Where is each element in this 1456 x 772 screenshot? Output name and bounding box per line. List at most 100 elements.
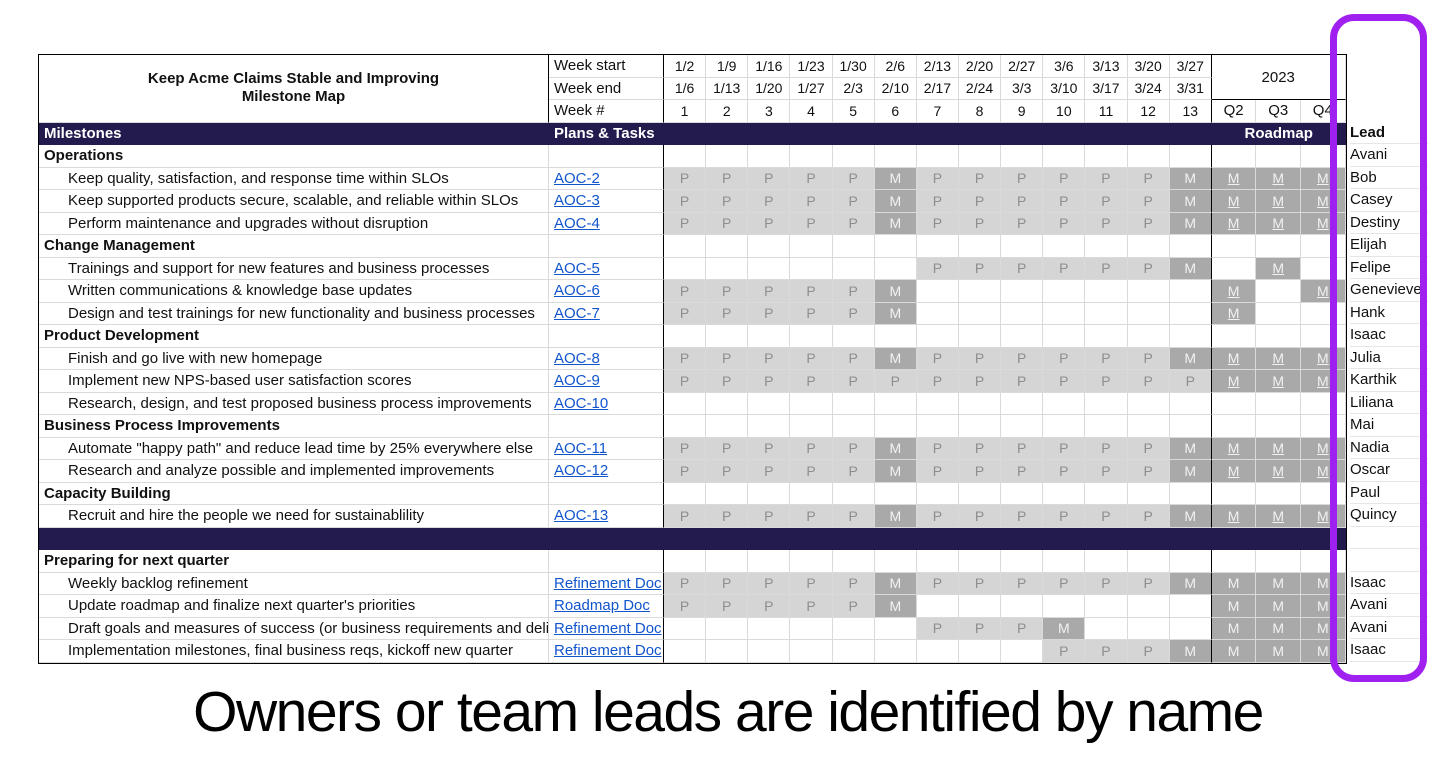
week-cell: P <box>958 460 1002 483</box>
lead-column-highlight <box>1330 14 1427 682</box>
week-cell <box>748 392 791 415</box>
week-start-cell: 2/13 <box>916 55 959 78</box>
quarter-cell <box>1211 482 1257 505</box>
quarter-milestone-link[interactable]: M <box>1256 505 1302 528</box>
plan-link[interactable]: AOC-13 <box>549 505 664 528</box>
quarter-milestone-link[interactable]: M <box>1211 370 1257 393</box>
plans-tasks-column-header: Plans & Tasks <box>549 122 664 145</box>
quarter-cell <box>1301 392 1346 415</box>
quarter-cell <box>1211 235 1257 258</box>
quarter-milestone-link[interactable]: M <box>1211 437 1257 460</box>
plan-link[interactable]: AOC-5 <box>549 257 664 280</box>
week-cell <box>664 235 707 258</box>
week-cell <box>1127 595 1170 618</box>
week-cell <box>874 257 917 280</box>
lead-cell: Casey <box>1350 189 1428 212</box>
plan-link[interactable]: Refinement Doc <box>549 572 664 595</box>
week-cell: P <box>1127 212 1170 235</box>
week-end-cell: 1/27 <box>790 77 833 100</box>
week-cell <box>1085 550 1128 573</box>
week-cell: P <box>706 572 749 595</box>
week-cell: M <box>1169 505 1212 528</box>
week-cell <box>916 482 959 505</box>
plan-link[interactable]: AOC-2 <box>549 167 664 190</box>
milestone-label: Research and analyze possible and implem… <box>39 460 549 483</box>
week-cell <box>706 235 749 258</box>
week-cell: P <box>958 190 1002 213</box>
plan-link[interactable]: Refinement Doc <box>549 617 664 640</box>
week-cell: P <box>790 595 833 618</box>
quarter-milestone-link[interactable]: M <box>1256 370 1302 393</box>
week-end-cell: 2/17 <box>916 77 959 100</box>
week-end-cell: 2/10 <box>874 77 917 100</box>
week-cell <box>706 617 749 640</box>
week-cell: P <box>958 257 1002 280</box>
plan-link[interactable]: AOC-9 <box>549 370 664 393</box>
week-cell <box>1001 550 1044 573</box>
quarter-milestone-link[interactable]: M <box>1211 280 1257 303</box>
week-cell <box>664 550 707 573</box>
plan-link[interactable]: AOC-12 <box>549 460 664 483</box>
week-cell: P <box>916 167 959 190</box>
quarter-milestone-link[interactable]: M <box>1211 460 1257 483</box>
quarter-milestone-link[interactable]: M <box>1256 437 1302 460</box>
plan-link[interactable]: AOC-6 <box>549 280 664 303</box>
table-title: Keep Acme Claims Stable and Improving Mi… <box>39 55 549 123</box>
week-start-cell: 2/20 <box>958 55 1002 78</box>
plan-link[interactable]: AOC-7 <box>549 302 664 325</box>
divider-row <box>39 527 1346 550</box>
quarter-milestone-link[interactable]: M <box>1256 257 1302 280</box>
week-cell <box>1169 392 1212 415</box>
milestone-label: Keep supported products secure, scalable… <box>39 190 549 213</box>
quarter-milestone-link[interactable]: M <box>1256 212 1302 235</box>
quarter-milestone-link[interactable]: M <box>1211 167 1257 190</box>
milestone-label: Recruit and hire the people we need for … <box>39 505 549 528</box>
quarter-milestone-link[interactable]: M <box>1256 347 1302 370</box>
section-row-label: Business Process Improvements <box>39 415 549 438</box>
week-cell <box>832 640 875 663</box>
quarter-milestone-link[interactable]: M <box>1211 347 1257 370</box>
week-cell <box>1085 482 1128 505</box>
week-cell: P <box>958 617 1002 640</box>
week-start-cell: 2/27 <box>1001 55 1044 78</box>
week-cell: P <box>706 280 749 303</box>
week-cell <box>832 145 875 168</box>
quarter-milestone-link[interactable]: M <box>1211 212 1257 235</box>
plan-link[interactable]: Roadmap Doc <box>549 595 664 618</box>
plan-link[interactable]: AOC-11 <box>549 437 664 460</box>
week-start-cell: 1/30 <box>832 55 875 78</box>
week-cell: P <box>832 572 875 595</box>
quarter-milestone-link[interactable]: M <box>1256 460 1302 483</box>
quarter-milestone-link[interactable]: M <box>1211 190 1257 213</box>
week-end-cell: 3/10 <box>1043 77 1086 100</box>
week-cell <box>832 235 875 258</box>
week-cell: P <box>706 505 749 528</box>
week-cell: P <box>748 572 791 595</box>
week-cell: M <box>874 212 917 235</box>
week-cell <box>874 415 917 438</box>
week-cell <box>748 640 791 663</box>
week-cell <box>1169 235 1212 258</box>
lead-cell: Quincy <box>1350 504 1428 527</box>
quarter-milestone-link[interactable]: M <box>1211 505 1257 528</box>
plan-link[interactable]: AOC-8 <box>549 347 664 370</box>
plan-link[interactable]: AOC-4 <box>549 212 664 235</box>
section-row-label: Capacity Building <box>39 482 549 505</box>
quarter-milestone-link[interactable]: M <box>1256 167 1302 190</box>
plan-link[interactable]: Refinement Doc <box>549 640 664 663</box>
week-cell: P <box>1001 370 1044 393</box>
quarter-milestone-link[interactable]: M <box>1211 302 1257 325</box>
plan-link[interactable]: AOC-10 <box>549 392 664 415</box>
section-row-label: Product Development <box>39 325 549 348</box>
week-cell: M <box>1169 190 1212 213</box>
week-cell <box>748 145 791 168</box>
plan-link[interactable]: AOC-3 <box>549 190 664 213</box>
week-cell: P <box>874 370 917 393</box>
week-cell: M <box>1169 460 1212 483</box>
quarter-cell <box>1211 392 1257 415</box>
week-start-cell: 1/2 <box>664 55 707 78</box>
week-start-cell: 1/16 <box>748 55 791 78</box>
week-number-cell: 1 <box>664 100 707 123</box>
quarter-milestone-link[interactable]: M <box>1256 190 1302 213</box>
lead-cell <box>1350 549 1428 572</box>
